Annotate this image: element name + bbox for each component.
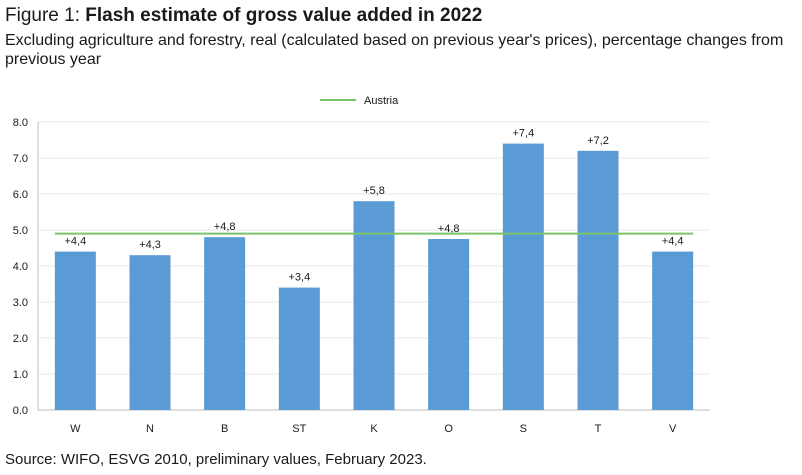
data-label: +7,2 <box>587 135 609 147</box>
bar <box>502 143 544 410</box>
data-label: +7,4 <box>512 128 534 140</box>
legend-label: Austria <box>364 95 399 107</box>
y-tick-label: 6.0 <box>13 189 28 201</box>
figure-title: Figure 1: Flash estimate of gross value … <box>5 4 482 28</box>
data-label: +5,8 <box>363 185 385 197</box>
x-tick-label: B <box>221 423 228 435</box>
bar <box>54 251 96 410</box>
y-tick-label: 7.0 <box>13 153 28 165</box>
bar <box>278 287 320 410</box>
x-tick-label: W <box>70 423 81 435</box>
y-tick-label: 2.0 <box>13 333 28 345</box>
data-label: +4,4 <box>662 236 684 248</box>
bar <box>577 150 619 411</box>
x-tick-label: T <box>595 423 602 435</box>
x-tick-label: N <box>146 423 154 435</box>
bar <box>129 255 171 410</box>
y-tick-label: 8.0 <box>13 117 28 129</box>
figure-title-text: Flash estimate of gross value added in 2… <box>85 5 483 26</box>
x-tick-label: ST <box>292 423 306 435</box>
source-note: Source: WIFO, ESVG 2010, preliminary val… <box>5 451 427 468</box>
data-label: +4,4 <box>64 236 86 248</box>
bar <box>652 251 694 410</box>
data-label: +3,4 <box>288 272 310 284</box>
bar <box>353 201 395 410</box>
x-tick-label: K <box>370 423 378 435</box>
y-tick-label: 5.0 <box>13 225 28 237</box>
figure-subtitle: Excluding agriculture and forestry, real… <box>5 32 784 68</box>
x-tick-label: S <box>520 423 527 435</box>
bar-chart: 0.0 1.0 2.0 3.0 4.0 5.0 6.0 7.0 8.0 +4,4 W +4,3 N +4,… <box>13 95 710 435</box>
bar <box>428 239 470 410</box>
y-tick-label: 3.0 <box>13 297 28 309</box>
data-label: +4,8 <box>214 221 236 233</box>
figure-prefix: Figure 1: <box>5 5 80 26</box>
bar <box>204 237 246 410</box>
y-tick-label: 4.0 <box>13 261 28 273</box>
x-tick-label: V <box>669 423 677 435</box>
y-tick-label: 1.0 <box>13 369 28 381</box>
x-tick-label: O <box>444 423 453 435</box>
y-tick-label: 0.0 <box>13 405 28 417</box>
data-label: +4,3 <box>139 239 161 251</box>
data-label: +4,8 <box>438 223 460 235</box>
